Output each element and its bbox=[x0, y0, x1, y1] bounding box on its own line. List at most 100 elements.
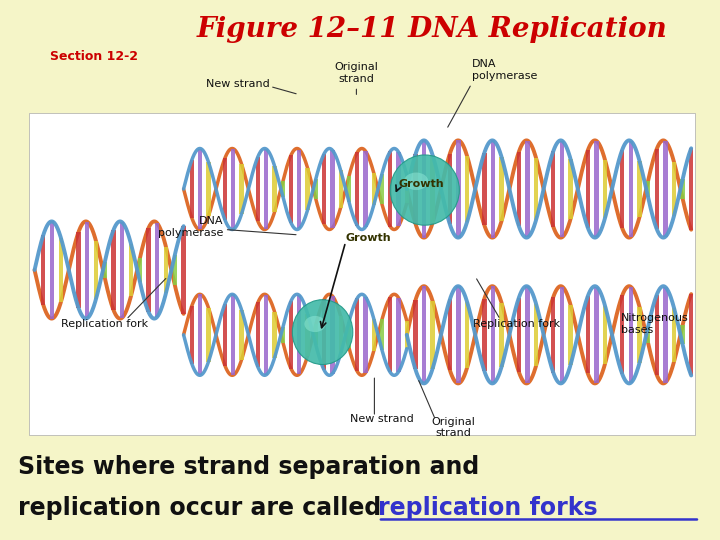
Bar bbox=[338, 316, 343, 354]
Bar bbox=[689, 148, 693, 230]
Text: Replication fork: Replication fork bbox=[473, 319, 561, 329]
Text: Original
strand: Original strand bbox=[432, 417, 475, 438]
Bar bbox=[120, 222, 125, 318]
Bar bbox=[264, 295, 269, 375]
Bar bbox=[517, 152, 521, 226]
Bar bbox=[222, 304, 227, 366]
Bar bbox=[231, 148, 235, 230]
Bar bbox=[594, 141, 598, 237]
Bar bbox=[491, 286, 495, 383]
Bar bbox=[289, 155, 293, 223]
Bar bbox=[380, 174, 384, 204]
Bar bbox=[281, 327, 285, 342]
Bar bbox=[585, 296, 590, 373]
Bar bbox=[405, 321, 409, 349]
Bar bbox=[517, 298, 521, 372]
Bar bbox=[594, 287, 598, 383]
Text: New strand: New strand bbox=[350, 414, 413, 423]
Bar bbox=[281, 181, 285, 197]
Bar bbox=[491, 140, 495, 238]
Bar bbox=[413, 154, 418, 224]
Bar bbox=[654, 149, 659, 229]
Bar bbox=[347, 322, 351, 348]
Bar bbox=[94, 241, 98, 299]
Bar bbox=[646, 180, 650, 198]
Bar bbox=[330, 296, 335, 374]
Bar bbox=[347, 176, 351, 202]
Bar bbox=[338, 170, 343, 208]
Ellipse shape bbox=[390, 155, 459, 225]
Ellipse shape bbox=[292, 300, 353, 365]
Bar bbox=[482, 299, 487, 371]
Bar bbox=[654, 295, 659, 375]
Text: Sites where strand separation and: Sites where strand separation and bbox=[18, 455, 480, 479]
Bar bbox=[413, 300, 418, 369]
Ellipse shape bbox=[404, 172, 428, 190]
Bar bbox=[405, 175, 409, 203]
Bar bbox=[388, 151, 392, 227]
Bar bbox=[76, 232, 81, 308]
Bar bbox=[663, 141, 667, 237]
Bar bbox=[173, 255, 177, 285]
Bar bbox=[314, 325, 318, 345]
Bar bbox=[305, 168, 310, 210]
Bar bbox=[637, 307, 642, 363]
Bar bbox=[181, 226, 186, 314]
Bar bbox=[559, 287, 564, 383]
Bar bbox=[289, 301, 293, 369]
Text: replication forks: replication forks bbox=[378, 496, 598, 519]
Bar bbox=[322, 300, 326, 370]
Bar bbox=[568, 305, 572, 365]
Bar bbox=[551, 297, 555, 373]
Bar bbox=[146, 228, 150, 312]
Bar bbox=[629, 287, 633, 383]
Bar bbox=[672, 162, 676, 216]
Bar bbox=[448, 153, 452, 225]
Bar bbox=[272, 312, 276, 358]
Text: Growth: Growth bbox=[346, 233, 391, 242]
Bar bbox=[198, 148, 202, 230]
Text: Nitrogenous
bases: Nitrogenous bases bbox=[621, 313, 688, 335]
Bar bbox=[372, 319, 376, 351]
Bar bbox=[629, 141, 633, 237]
Bar bbox=[206, 162, 210, 216]
Bar bbox=[239, 164, 243, 214]
Bar bbox=[680, 325, 685, 345]
Bar bbox=[330, 150, 335, 228]
Text: replication occur are called: replication occur are called bbox=[18, 496, 390, 519]
Bar bbox=[239, 309, 243, 360]
Text: New strand: New strand bbox=[206, 79, 270, 89]
Bar bbox=[637, 161, 642, 217]
Text: Replication fork: Replication fork bbox=[60, 319, 148, 329]
Bar bbox=[164, 247, 168, 293]
Bar bbox=[189, 160, 194, 218]
Bar bbox=[646, 326, 650, 343]
Bar bbox=[551, 151, 555, 227]
Bar bbox=[526, 140, 530, 238]
Bar bbox=[297, 150, 302, 228]
Bar bbox=[129, 244, 133, 296]
Bar bbox=[422, 140, 426, 238]
Bar bbox=[465, 302, 469, 368]
Bar bbox=[448, 299, 452, 370]
Bar bbox=[256, 157, 260, 221]
Bar bbox=[355, 152, 359, 226]
Bar bbox=[256, 302, 260, 367]
Bar bbox=[431, 156, 435, 222]
Bar bbox=[559, 141, 564, 237]
Text: Figure 12–11 DNA Replication: Figure 12–11 DNA Replication bbox=[197, 16, 667, 43]
Bar bbox=[568, 159, 572, 219]
Bar bbox=[397, 298, 401, 372]
Bar bbox=[364, 297, 368, 373]
Bar bbox=[297, 295, 302, 374]
Bar bbox=[585, 151, 590, 227]
Bar bbox=[456, 140, 461, 238]
Text: Original
strand: Original strand bbox=[335, 62, 378, 84]
Bar bbox=[500, 303, 504, 367]
Bar bbox=[272, 166, 276, 212]
Bar bbox=[102, 262, 107, 278]
Bar bbox=[431, 301, 435, 368]
Ellipse shape bbox=[305, 316, 325, 332]
Bar bbox=[264, 149, 269, 229]
Bar bbox=[482, 153, 487, 225]
